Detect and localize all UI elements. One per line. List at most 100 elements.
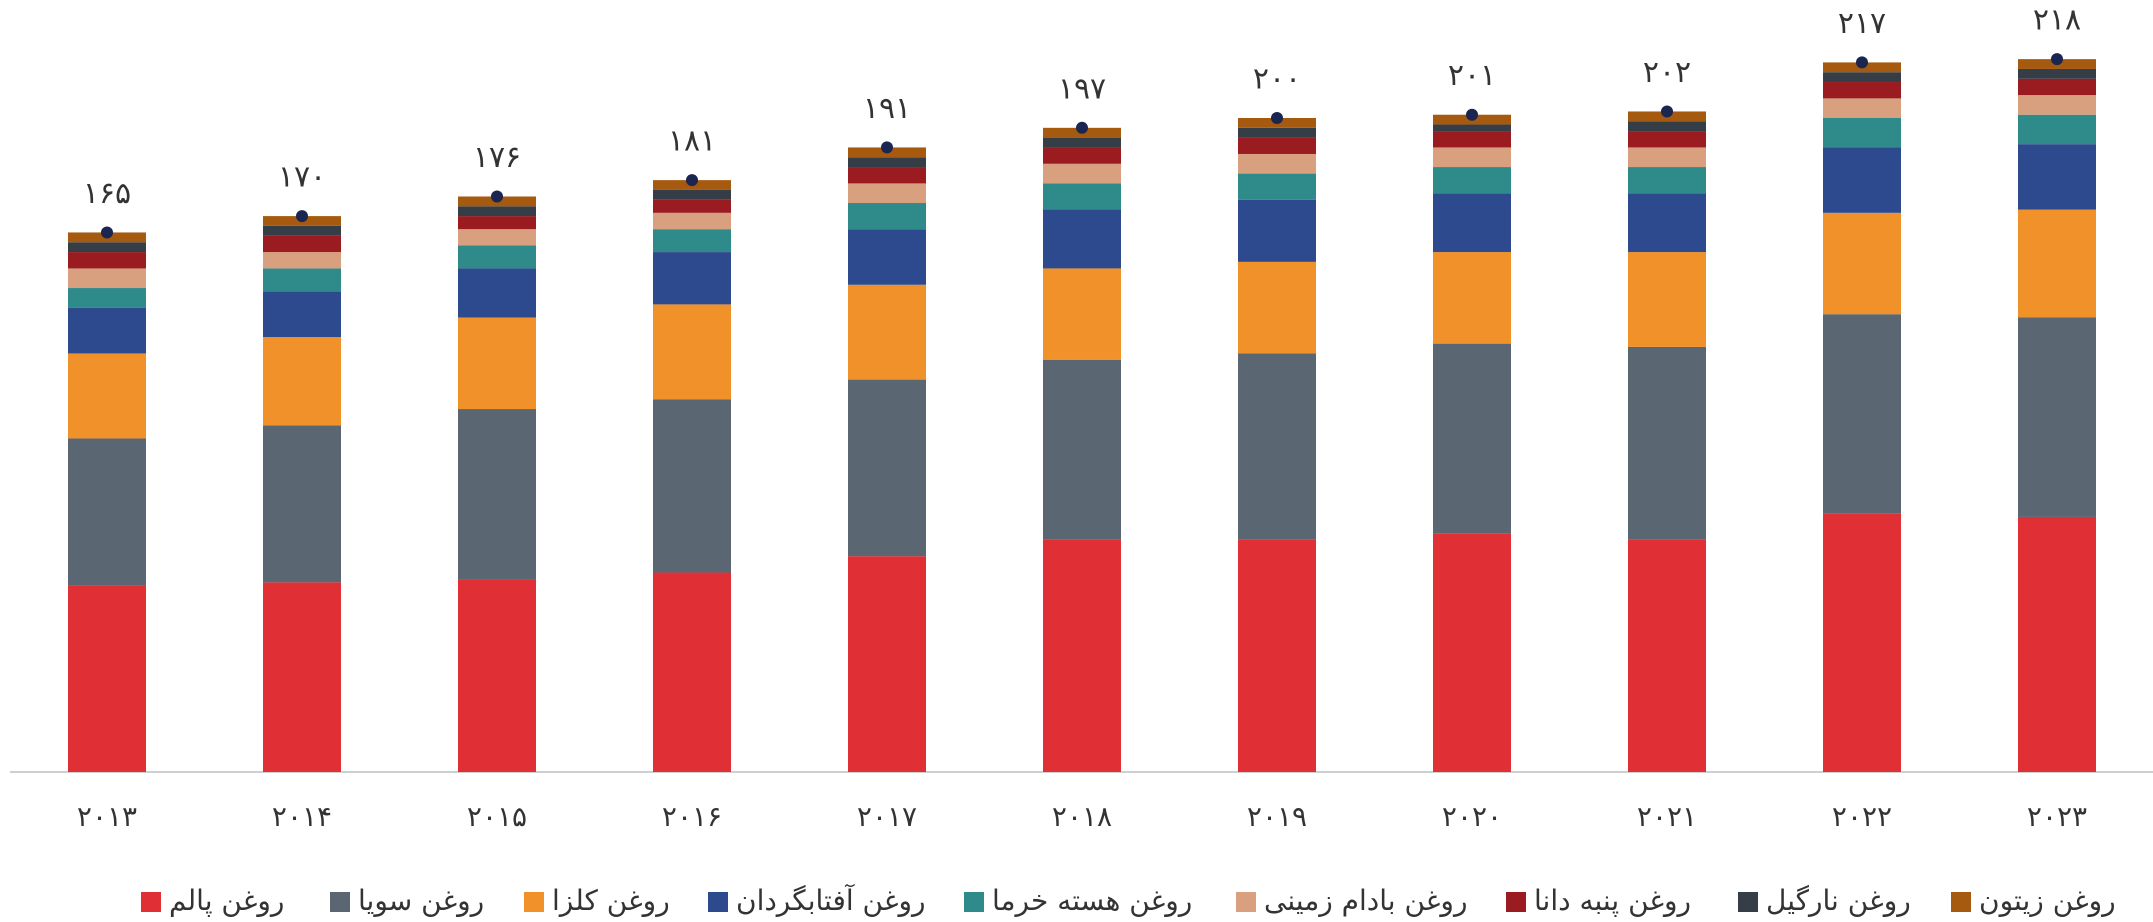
bar-segment xyxy=(1628,131,1706,148)
bar-segment xyxy=(848,203,926,230)
bar-segment xyxy=(653,399,731,573)
x-tick-label: ۲۰۱۷ xyxy=(857,800,917,833)
bar-segment xyxy=(1043,183,1121,210)
bar-segment xyxy=(68,307,146,354)
total-marker xyxy=(101,226,113,239)
legend-swatch xyxy=(141,892,161,912)
bar-segment xyxy=(1628,346,1706,540)
total-label: ۲۰۰ xyxy=(1253,62,1301,97)
bar-segment xyxy=(1043,209,1121,269)
bar-segment xyxy=(653,189,731,200)
bar-segment xyxy=(2018,95,2096,115)
total-label: ۱۸۱ xyxy=(668,124,716,159)
bar-segment xyxy=(458,229,536,246)
bar-segment xyxy=(653,252,731,305)
bar-segment xyxy=(2018,209,2096,318)
legend-label: روغن کلزا xyxy=(552,884,670,917)
bar-segment xyxy=(1433,193,1511,253)
bar-segment xyxy=(458,579,536,772)
bar-segment xyxy=(2018,317,2096,517)
bar-segment xyxy=(458,317,536,410)
bar-segment xyxy=(1823,513,1901,772)
legend-swatch xyxy=(524,892,544,912)
bar-segment xyxy=(1433,343,1511,534)
bar-segment xyxy=(1238,137,1316,154)
bar-segment xyxy=(68,438,146,586)
bar-segment xyxy=(1238,153,1316,174)
total-marker xyxy=(1076,121,1088,134)
bar-segment xyxy=(848,284,926,380)
bar-segment xyxy=(458,206,536,217)
total-label: ۱۷۶ xyxy=(473,140,521,175)
bar-segment xyxy=(68,585,146,772)
bar-segment xyxy=(1433,124,1511,132)
bar-segment xyxy=(848,183,926,204)
legend-swatch xyxy=(708,892,728,912)
total-label: ۱۹۷ xyxy=(1058,71,1106,106)
total-marker xyxy=(1271,112,1283,124)
bar-segment xyxy=(458,409,536,580)
bar-segment xyxy=(263,235,341,253)
total-label: ۲۱۷ xyxy=(1838,6,1886,41)
bar-segment xyxy=(848,556,926,772)
bar-segment xyxy=(1433,131,1511,148)
bar-segment xyxy=(1823,118,1901,148)
x-tick-label: ۲۰۱۸ xyxy=(1052,800,1112,833)
bar-segment xyxy=(653,199,731,213)
bar-segment xyxy=(1238,127,1316,138)
bar-segment xyxy=(2018,114,2096,145)
x-tick-label: ۲۰۱۶ xyxy=(662,800,722,833)
bar-segment xyxy=(263,225,341,236)
bar-segment xyxy=(2018,144,2096,210)
x-tick-label: ۲۰۲۲ xyxy=(1832,800,1892,833)
x-tick-label: ۲۰۱۵ xyxy=(467,800,527,833)
bar-segment xyxy=(1823,147,1901,213)
bar-segment xyxy=(263,582,341,772)
legend-swatch xyxy=(1951,892,1971,912)
legend-label: روغن پنبه دانا xyxy=(1534,884,1691,917)
total-marker xyxy=(686,174,698,187)
legend-swatch xyxy=(1738,892,1758,912)
bar-segment xyxy=(1043,268,1121,360)
total-label: ۲۱۸ xyxy=(2033,3,2081,38)
total-marker xyxy=(2051,53,2063,66)
bar-segment xyxy=(1628,252,1706,347)
bar-segment xyxy=(68,252,146,269)
total-marker xyxy=(1661,105,1673,118)
legend-label: روغن بادام زمینی xyxy=(1264,884,1467,917)
total-label: ۱۶۵ xyxy=(83,176,131,211)
x-tick-label: ۲۰۱۴ xyxy=(272,800,332,833)
bar-segment xyxy=(1628,121,1706,132)
bar-segment xyxy=(458,268,536,318)
x-tick-label: ۲۰۱۹ xyxy=(1247,800,1307,833)
bar-segment xyxy=(1823,72,1901,83)
bar-segment xyxy=(1628,167,1706,194)
bar-segment xyxy=(1628,193,1706,253)
bar-segment xyxy=(263,291,341,338)
bar-segment xyxy=(263,268,341,292)
bar-segment xyxy=(1043,137,1121,148)
legend-label: روغن آفتابگردان xyxy=(736,884,926,917)
bar-segment xyxy=(1433,147,1511,168)
bar-segment xyxy=(458,216,536,230)
bar-segment xyxy=(1823,314,1901,514)
total-label: ۱۹۱ xyxy=(863,91,911,126)
total-marker xyxy=(491,190,503,203)
bar-segment xyxy=(68,268,146,289)
total-marker xyxy=(1466,108,1478,121)
bar-segment xyxy=(68,288,146,308)
bar-segment xyxy=(1823,98,1901,118)
legend-label: روغن هسته خرما xyxy=(992,884,1192,917)
total-label: ۲۰۲ xyxy=(1643,55,1691,90)
bar-segment xyxy=(1238,353,1316,540)
legend-swatch xyxy=(964,892,984,912)
legend-label: روغن زیتون xyxy=(1979,884,2116,917)
bar-segment xyxy=(653,304,731,400)
total-label: ۲۰۱ xyxy=(1448,58,1496,93)
legend-label: روغن نارگیل xyxy=(1766,884,1911,917)
x-tick-label: ۲۰۲۱ xyxy=(1637,800,1697,833)
bar-segment xyxy=(1238,539,1316,772)
bar-segment xyxy=(263,252,341,269)
bar-segment xyxy=(653,229,731,253)
